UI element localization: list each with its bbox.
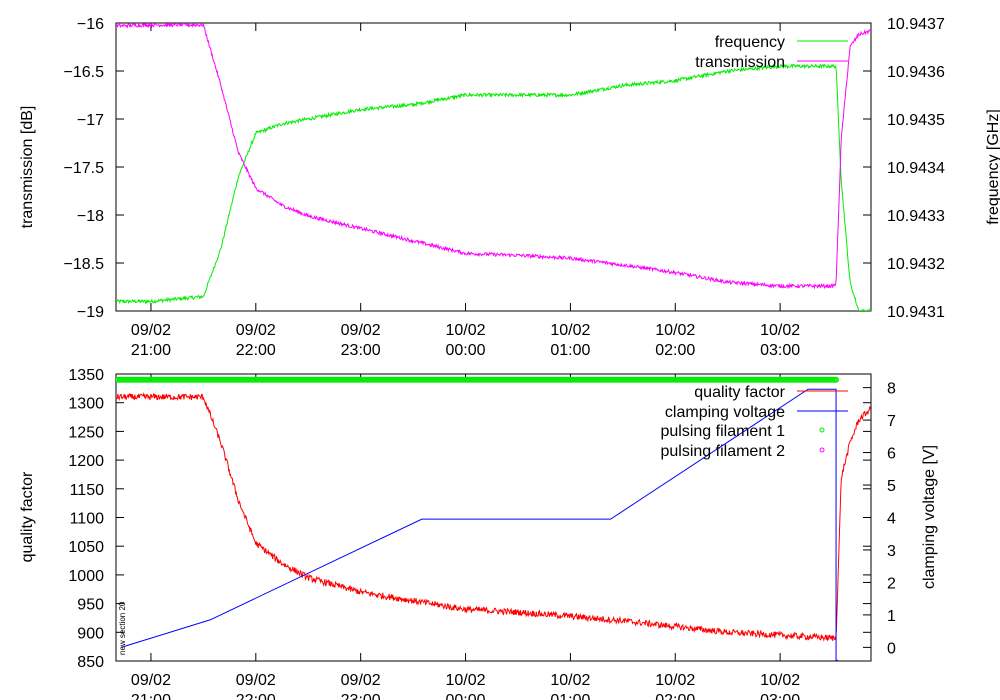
legend-pulsing-filament-1-label: pulsing filament 1: [660, 423, 785, 440]
top-y2-tick-label: 10.9437: [887, 16, 945, 33]
top-x-tick-time: 02:00: [655, 342, 695, 359]
top-y2-tick-label: 10.9432: [887, 256, 945, 273]
bottom-x-tick-time: 03:00: [760, 692, 800, 700]
bottom-y2-ticks: 8 7 6 5 4 3 2 1 0: [863, 381, 896, 657]
legend-clamping-voltage-label: clamping voltage: [665, 404, 785, 421]
bottom-x-tick-date: 10/02: [446, 672, 486, 689]
top-x-tick-time: 23:00: [341, 342, 381, 359]
bottom-x-tick-date: 10/02: [550, 672, 590, 689]
top-y2-ticks: 10.9437 10.9436 10.9435 10.9434 10.9433 10.94…: [863, 16, 945, 321]
top-y-tick-label: −18.5: [64, 256, 105, 273]
top-x-tick-time: 03:00: [760, 342, 800, 359]
top-x-tick-date: 10/02: [550, 322, 590, 339]
bottom-y-tick-label: 900: [77, 625, 104, 642]
bottom-x-tick-time: 22:00: [236, 692, 276, 700]
bottom-y2-tick-label: 0: [887, 640, 896, 657]
top-x-tick-time: 00:00: [446, 342, 486, 359]
top-x-tick-date: 10/02: [655, 322, 695, 339]
bottom-x-tick-date: 09/02: [341, 672, 381, 689]
series-pulsing-filament-1-point: [832, 376, 839, 383]
top-y-ticks: −16 −16.5 −17 −17.5 −18 −18.5 −19: [64, 16, 871, 321]
top-y2-tick-label: 10.9433: [887, 208, 945, 225]
legend-frequency-label: frequency: [715, 34, 785, 51]
series-pulsing-filament-1-markers: [116, 376, 839, 383]
series-transmission-line: [116, 23, 871, 290]
top-x-tick-date: 09/02: [236, 322, 276, 339]
top-x-tick-time: 22:00: [236, 342, 276, 359]
bottom-x-tick-date: 09/02: [131, 672, 171, 689]
top-y2-tick-label: 10.9435: [887, 112, 945, 129]
bottom-x-tick-time: 21:00: [131, 692, 171, 700]
bottom-y2-tick-label: 2: [887, 575, 896, 592]
legend-pulsing-filament-1-marker: [819, 427, 825, 433]
top-y2-axis-label: frequency [GHz]: [985, 109, 1000, 225]
bottom-x-tick-date: 10/02: [760, 672, 800, 689]
bottom-series: [116, 376, 871, 661]
bottom-y2-axis-label: clamping voltage [V]: [921, 445, 938, 589]
top-y-tick-label: −19: [77, 304, 104, 321]
bottom-y-tick-label: 1200: [68, 453, 104, 470]
top-x-tick-time: 21:00: [131, 342, 171, 359]
bottom-y-tick-label: 1000: [68, 568, 104, 585]
new-section-annotation: new section 20: [118, 601, 127, 655]
bottom-panel: 1350130012501200115011001050100095090085…: [19, 367, 938, 700]
top-x-tick-date: 10/02: [446, 322, 486, 339]
bottom-x-tick-date: 09/02: [236, 672, 276, 689]
bottom-y2-tick-label: 1: [887, 608, 896, 625]
legend-pulsing-filament-2-label: pulsing filament 2: [660, 443, 785, 460]
bottom-y2-tick-label: 4: [887, 511, 896, 528]
bottom-y-tick-label: 1050: [68, 539, 104, 556]
bottom-y-tick-label: 950: [77, 597, 104, 614]
bottom-y-tick-label: 1350: [68, 367, 104, 384]
bottom-y-tick-label: 1100: [70, 511, 105, 528]
top-y2-tick-label: 10.9436: [887, 64, 945, 81]
top-panel: −16−16.5−17−17.5−18−18.5−19 10.943710.94…: [19, 16, 1000, 359]
bottom-y-tick-label: 1300: [68, 396, 104, 413]
legend-pulsing-filament-2-marker: [819, 447, 825, 453]
top-y2-tick-label: 10.9434: [887, 160, 945, 177]
bottom-y2-tick-label: 6: [887, 446, 896, 463]
top-y-tick-label: −18: [77, 208, 104, 225]
bottom-y2-tick-label: 5: [887, 478, 896, 495]
top-y-axis-label: transmission [dB]: [19, 106, 36, 229]
top-x-tick-time: 01:00: [550, 342, 590, 359]
top-x-ticks: 09/02 21:00 09/02 22:00 09/02 23:00 10/02 00:00…: [131, 23, 800, 359]
top-y-tick-label: −17: [77, 112, 104, 129]
bottom-y-ticks: 1350 1300 1250 1200 1150 1100 1050 1000 950 900 85…: [68, 367, 871, 671]
bottom-y2-tick-label: 3: [887, 543, 896, 560]
series-clamping-voltage-line: [121, 388, 838, 661]
top-x-tick-date: 09/02: [131, 322, 171, 339]
series-quality-factor-line: [116, 392, 871, 642]
top-x-tick-date: 10/02: [760, 322, 800, 339]
top-legend: frequency transmission: [695, 34, 848, 71]
bottom-x-tick-date: 10/02: [655, 672, 695, 689]
series-frequency-line: [116, 63, 871, 311]
bottom-y-tick-label: 850: [77, 654, 104, 671]
legend-transmission-label: transmission: [695, 54, 785, 71]
top-y-tick-label: −17.5: [64, 160, 105, 177]
bottom-y2-tick-label: 7: [887, 413, 896, 430]
bottom-x-ticks: 09/02 21:00 09/02 22:00 09/02 23:00 10/02 00:00…: [131, 374, 800, 700]
top-series: [116, 23, 871, 311]
bottom-y-tick-label: 1250: [68, 424, 104, 441]
bottom-y-axis-label: quality factor: [19, 471, 36, 562]
bottom-x-tick-time: 00:00: [446, 692, 486, 700]
bottom-x-tick-time: 02:00: [655, 692, 695, 700]
bottom-x-tick-time: 01:00: [550, 692, 590, 700]
top-y2-tick-label: 10.9431: [887, 304, 945, 321]
top-x-tick-date: 09/02: [341, 322, 381, 339]
bottom-legend: quality factor clamping voltage pulsing …: [660, 384, 848, 460]
top-y-tick-label: −16.5: [64, 64, 105, 81]
bottom-y2-tick-label: 8: [887, 381, 896, 398]
legend-quality-factor-label: quality factor: [694, 384, 785, 401]
bottom-y-tick-label: 1150: [70, 482, 105, 499]
bottom-x-tick-time: 23:00: [341, 692, 381, 700]
top-y-tick-label: −16: [77, 16, 104, 33]
